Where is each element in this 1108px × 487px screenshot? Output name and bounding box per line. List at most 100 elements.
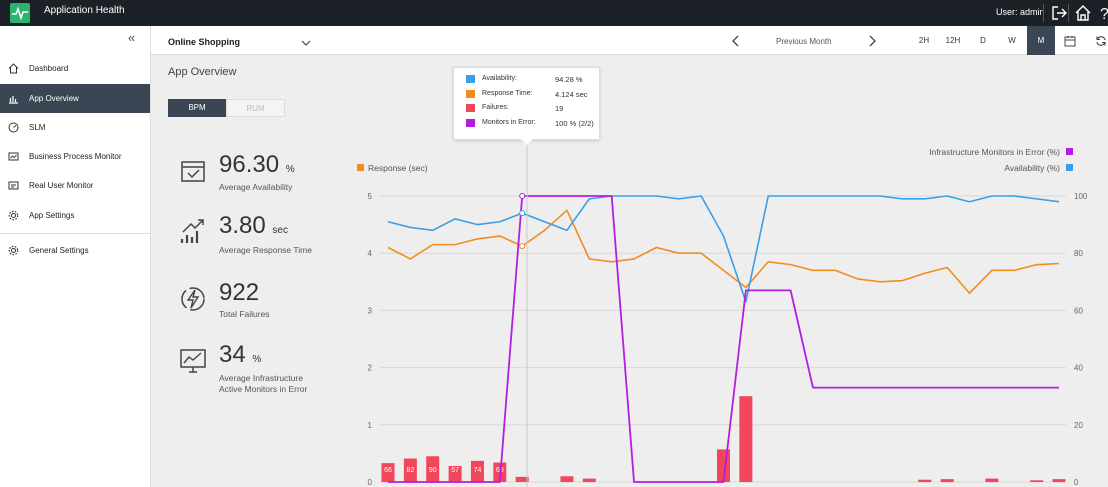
chart-tooltip: Availability: 94.28 % Response Time: 4.1… xyxy=(453,67,600,140)
sidebar-item-label: App Settings xyxy=(29,211,75,220)
tooltip-swatch xyxy=(466,119,475,127)
sidebar-item-label: Real User Monitor xyxy=(29,181,94,190)
failure-bar xyxy=(515,476,529,482)
kpi-unit: sec xyxy=(272,225,288,236)
bar-chart-icon xyxy=(8,93,19,104)
tooltip-value: 4.124 sec xyxy=(555,90,588,99)
app-selector[interactable]: Online Shopping xyxy=(168,37,240,47)
top-bar: Application Health User: admin ? xyxy=(0,0,1108,26)
y-right-tick-label: 80 xyxy=(1074,249,1083,258)
tooltip-swatch xyxy=(466,90,475,98)
tooltip-name: Availability: xyxy=(482,75,517,82)
gear-icon xyxy=(8,210,19,221)
y-right-tick-label: 0 xyxy=(1074,478,1079,487)
y-left-tick-label: 3 xyxy=(368,306,373,315)
users-icon xyxy=(8,180,19,191)
kpi-label: Total Failures xyxy=(219,309,270,319)
legend-swatch-availability xyxy=(1066,164,1073,171)
divider xyxy=(1043,4,1044,22)
tab-bpm[interactable]: BPM xyxy=(168,99,226,117)
kpi-label: Average Availability xyxy=(219,182,293,192)
period-label: Previous Month xyxy=(776,37,832,46)
app-logo-icon xyxy=(10,3,30,23)
failure-bar-label: 74 xyxy=(474,467,482,474)
tooltip-swatch xyxy=(466,104,475,112)
home-icon xyxy=(8,63,19,74)
home-icon[interactable] xyxy=(1073,3,1093,23)
tooltip-name: Failures: xyxy=(482,104,509,111)
hover-point-availability xyxy=(519,210,526,217)
failure-bar xyxy=(403,458,417,482)
chevron-left-icon[interactable] xyxy=(731,34,741,52)
kpi-unit: % xyxy=(285,164,295,175)
tooltip-name: Monitors in Error: xyxy=(482,119,536,126)
y-right-tick-label: 20 xyxy=(1074,421,1083,430)
failure-bar xyxy=(985,478,999,482)
failure-bar xyxy=(582,478,596,482)
failure-bar-label: 82 xyxy=(406,467,414,474)
help-icon[interactable]: ? xyxy=(1098,3,1108,23)
range-12h-button[interactable]: 12H xyxy=(945,36,961,45)
sidebar-item-general-settings[interactable]: General Settings xyxy=(0,236,150,265)
tab-bar: BPM RUM xyxy=(168,99,285,117)
hover-point-response xyxy=(519,243,526,250)
legend-response: Response (sec) xyxy=(368,163,428,173)
legend-availability: Availability (%) xyxy=(1004,163,1060,173)
kpi-label: Active Monitors in Error xyxy=(219,384,308,394)
failure-bar xyxy=(940,479,954,482)
kpi-value: 922 xyxy=(219,279,260,306)
kpi-value: 34 xyxy=(219,341,246,368)
sidebar-item-label: App Overview xyxy=(29,94,79,103)
y-right-tick-label: 60 xyxy=(1074,306,1083,315)
bolt-icon xyxy=(179,285,207,313)
user-label[interactable]: User: admin xyxy=(996,7,1045,17)
failure-bar xyxy=(739,396,753,482)
logout-icon[interactable] xyxy=(1049,3,1069,23)
sidebar-item-real-user-monitor[interactable]: Real User Monitor xyxy=(0,171,150,200)
failure-bar xyxy=(918,479,932,482)
availability-line xyxy=(387,195,1060,303)
sidebar-item-business-process-monitor[interactable]: Business Process Monitor xyxy=(0,142,150,171)
range-week-button[interactable]: W xyxy=(1008,36,1016,45)
failure-bar xyxy=(1030,480,1044,482)
sidebar-item-app-overview[interactable]: App Overview xyxy=(0,84,150,113)
hover-point-monitors xyxy=(519,193,526,199)
range-month-button[interactable]: M xyxy=(1027,26,1055,55)
failure-bar-label: 90 xyxy=(429,467,437,474)
kpi-value: 96.30 xyxy=(219,151,280,178)
y-left-tick-label: 4 xyxy=(368,249,373,258)
response-line xyxy=(387,209,1060,295)
collapse-sidebar-icon[interactable]: « xyxy=(128,30,136,45)
kpi-value: 3.80 xyxy=(219,212,266,239)
y-left-tick-label: 2 xyxy=(368,364,373,373)
calendar-icon[interactable] xyxy=(1064,34,1076,52)
chevron-right-icon[interactable] xyxy=(867,34,877,52)
y-right-tick-label: 100 xyxy=(1074,192,1088,201)
range-day-button[interactable]: D xyxy=(980,36,986,45)
sub-header: Online Shopping Previous Month 2H 12H D … xyxy=(151,26,1108,55)
sidebar-item-label: Dashboard xyxy=(29,64,69,73)
sidebar-item-slm[interactable]: SLM xyxy=(0,113,150,142)
sidebar-item-dashboard[interactable]: Dashboard xyxy=(0,54,150,83)
tooltip-name: Response Time: xyxy=(482,90,533,97)
chevron-down-icon[interactable] xyxy=(301,35,311,53)
page-title: App Overview xyxy=(168,66,237,78)
refresh-icon[interactable] xyxy=(1095,34,1107,52)
sidebar: « Dashboard App Overview SLM Business Pr… xyxy=(0,26,151,487)
range-2h-button[interactable]: 2H xyxy=(918,36,930,45)
app-title: Application Health xyxy=(44,5,125,16)
legend-swatch-monitors xyxy=(1066,148,1073,155)
failure-bar xyxy=(426,456,440,482)
divider xyxy=(1068,4,1069,22)
y-left-tick-label: 0 xyxy=(368,478,373,487)
sidebar-item-label: SLM xyxy=(29,123,46,132)
monitor-chart-icon xyxy=(179,347,207,375)
tooltip-swatch xyxy=(466,75,475,83)
monitor-icon xyxy=(8,151,19,162)
monitors-in-error-line xyxy=(388,195,1059,483)
tab-rum[interactable]: RUM xyxy=(226,99,285,117)
sidebar-item-app-settings[interactable]: App Settings xyxy=(0,201,150,230)
tooltip-value: 100 % (2/2) xyxy=(555,119,594,128)
failure-bar-label: 57 xyxy=(451,467,459,474)
